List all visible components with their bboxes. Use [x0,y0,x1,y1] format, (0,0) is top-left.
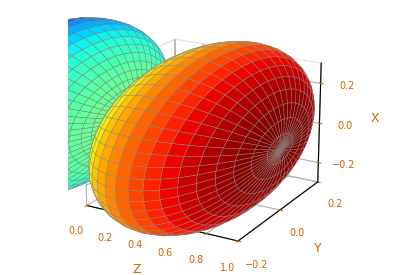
X-axis label: Z: Z [132,263,141,275]
Y-axis label: Y: Y [314,242,321,255]
